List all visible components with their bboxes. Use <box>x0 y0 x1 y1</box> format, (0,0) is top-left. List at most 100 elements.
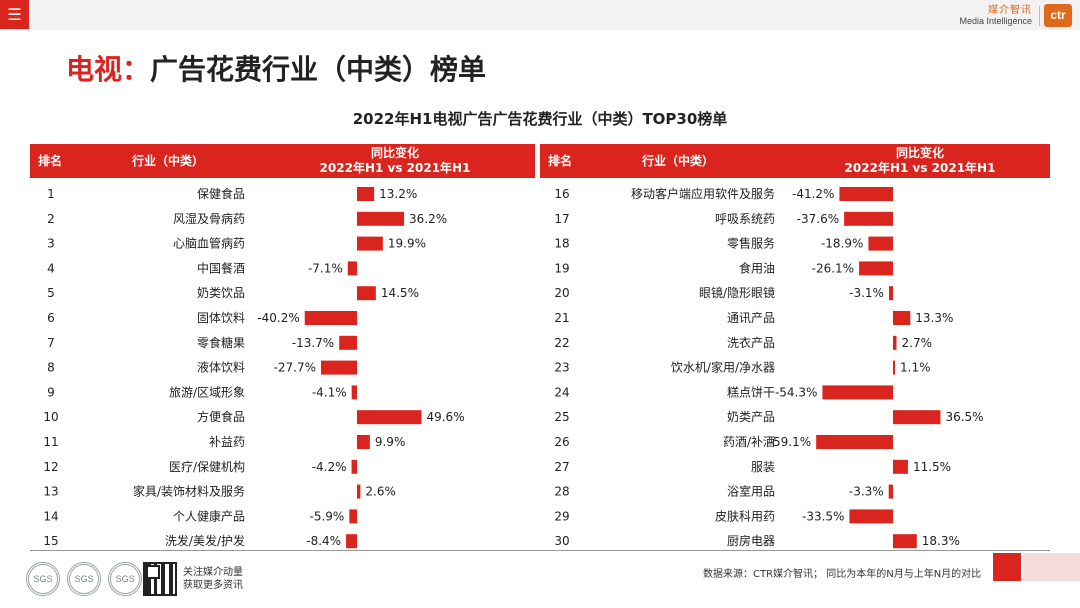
bar <box>893 534 917 549</box>
industry-label: 呼吸系统药 <box>715 212 775 226</box>
industry-label: 食用油 <box>739 260 775 275</box>
data-label: -4.1% <box>312 385 347 399</box>
data-label: 14.5% <box>381 286 419 300</box>
hamburger-icon[interactable]: ☰ <box>0 0 29 29</box>
bar <box>893 335 897 350</box>
industry-label: 固体饮料 <box>197 311 245 325</box>
rank-label: 2 <box>47 212 55 226</box>
industry-label: 洗衣产品 <box>727 335 775 350</box>
bottom-divider <box>30 550 1050 551</box>
data-label: -4.2% <box>312 460 347 474</box>
certification-badge-icon: SGS <box>67 562 102 596</box>
certification-badge-icon: SGS <box>108 562 143 596</box>
qr-code-icon <box>143 562 177 596</box>
industry-label: 厨房电器 <box>727 533 775 548</box>
rank-label: 22 <box>554 336 569 350</box>
rank-label: 5 <box>47 286 55 300</box>
industry-label: 浴室用品 <box>727 484 775 499</box>
bar <box>816 435 893 449</box>
table-header-right: 排名 行业（中类） 同比变化 2022年H1 vs 2021年H1 <box>540 144 1050 178</box>
rank-label: 20 <box>554 286 569 300</box>
bar <box>320 360 357 375</box>
data-label: 36.5% <box>945 410 983 424</box>
data-label: 2.6% <box>365 485 396 499</box>
bar <box>357 187 375 201</box>
data-label: 18.3% <box>922 534 960 548</box>
industry-label: 旅游/区域形象 <box>169 385 245 399</box>
data-label: 11.5% <box>913 460 951 474</box>
bar <box>357 286 376 301</box>
bar <box>349 509 357 524</box>
industry-label: 零食糖果 <box>197 335 245 350</box>
rank-label: 13 <box>43 485 58 499</box>
rank-label: 18 <box>554 237 569 251</box>
data-label: -40.2% <box>257 311 299 325</box>
data-label: -37.6% <box>797 212 839 226</box>
bar <box>351 459 357 474</box>
certification-badges: SGS SGS SGS <box>26 562 144 596</box>
data-label: 36.2% <box>409 212 447 226</box>
rank-label: 8 <box>47 361 55 375</box>
rank-label: 27 <box>554 460 569 474</box>
bar <box>868 236 893 251</box>
data-label: 13.3% <box>915 311 953 325</box>
data-label: -3.3% <box>849 485 884 499</box>
table-header-left: 排名 行业（中类） 同比变化 2022年H1 vs 2021年H1 <box>30 144 535 178</box>
follow-line1: 关注媒介动量 <box>183 567 243 578</box>
data-label: -8.4% <box>306 534 341 548</box>
bar <box>357 410 422 425</box>
industry-label: 奶类饮品 <box>197 286 245 300</box>
industry-label: 洗发/美发/护发 <box>165 533 245 548</box>
rank-label: 15 <box>43 534 58 548</box>
rank-label: 12 <box>43 460 58 474</box>
industry-label: 皮肤科用药 <box>715 508 775 523</box>
industry-label: 眼镜/隐形眼镜 <box>699 285 775 300</box>
follow-line2: 获取更多资讯 <box>183 580 243 591</box>
rank-label: 25 <box>554 410 569 424</box>
header-industry: 行业（中类） <box>642 154 715 168</box>
data-label: -59.1% <box>769 435 811 449</box>
data-label: -41.2% <box>792 187 834 201</box>
header-rank: 排名 <box>38 154 63 168</box>
industry-label: 中国餐酒 <box>197 260 245 275</box>
follow-text: 关注媒介动量 获取更多资讯 <box>183 566 243 592</box>
data-label: 9.9% <box>375 435 406 449</box>
bar <box>844 211 893 226</box>
page-title-main: 广告花费行业（中类）榜单 <box>150 53 487 86</box>
bar <box>357 236 383 251</box>
corner-pink-block <box>1023 553 1080 581</box>
top-bar: ☰ 媒介智讯 Media Intelligence ctr <box>0 0 1080 30</box>
bar <box>888 484 893 499</box>
bar <box>339 335 357 350</box>
data-label: -7.1% <box>308 261 343 275</box>
header-rank: 排名 <box>548 154 573 168</box>
bar <box>893 410 941 425</box>
data-source-note: 数据来源：CTR媒介智讯； 同比为本年的N月与上年N月的对比 <box>703 569 982 580</box>
rank-label: 24 <box>554 385 569 399</box>
data-label: 19.9% <box>388 237 426 251</box>
chart-title: 2022年H1电视广告广告花费行业（中类）TOP30榜单 <box>352 110 728 128</box>
bar <box>893 311 911 325</box>
rank-label: 23 <box>554 361 569 375</box>
header-yoy: 同比变化 2022年H1 vs 2021年H1 <box>305 146 485 176</box>
bar <box>304 311 357 325</box>
bar <box>347 261 357 276</box>
page-title: 电视：广告花费行业（中类）榜单 <box>66 48 486 88</box>
data-label: -26.1% <box>812 261 854 275</box>
data-label: 13.2% <box>379 187 417 201</box>
brand-text: 媒介智讯 Media Intelligence <box>959 5 1032 27</box>
industry-label: 保健食品 <box>197 186 245 201</box>
bar <box>822 385 893 400</box>
corner-red-block <box>993 553 1021 581</box>
ctr-logo: ctr <box>1044 4 1072 27</box>
header-industry: 行业（中类） <box>132 154 205 168</box>
bar <box>351 385 357 400</box>
header-yoy-line1: 同比变化 <box>895 146 944 160</box>
bar <box>893 459 908 474</box>
rank-label: 3 <box>47 237 55 251</box>
bar <box>346 534 357 549</box>
header-yoy-line1: 同比变化 <box>370 146 419 160</box>
industry-label: 个人健康产品 <box>173 508 245 523</box>
data-label: -33.5% <box>802 509 844 523</box>
